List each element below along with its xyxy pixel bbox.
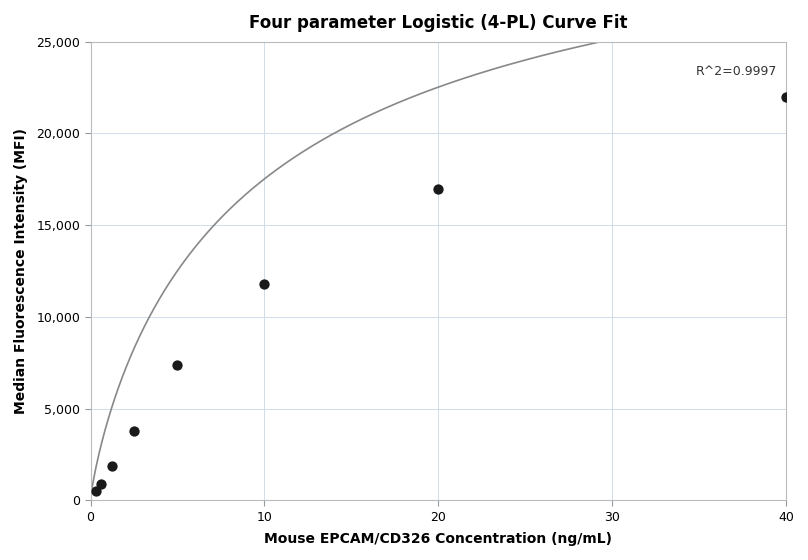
Point [780,92,793,101]
Y-axis label: Median Fluorescence Intensity (MFI): Median Fluorescence Intensity (MFI) [14,128,28,414]
Title: Four parameter Logistic (4-PL) Curve Fit: Four parameter Logistic (4-PL) Curve Fit [249,14,628,32]
Point [95,479,107,488]
Point [128,426,141,435]
Point [90,487,103,496]
Text: R^2=0.9997: R^2=0.9997 [696,66,777,78]
Point [106,461,119,470]
Point [432,184,445,193]
Point [171,360,184,369]
Point [258,279,271,288]
X-axis label: Mouse EPCAM/CD326 Concentration (ng/mL): Mouse EPCAM/CD326 Concentration (ng/mL) [264,532,612,546]
